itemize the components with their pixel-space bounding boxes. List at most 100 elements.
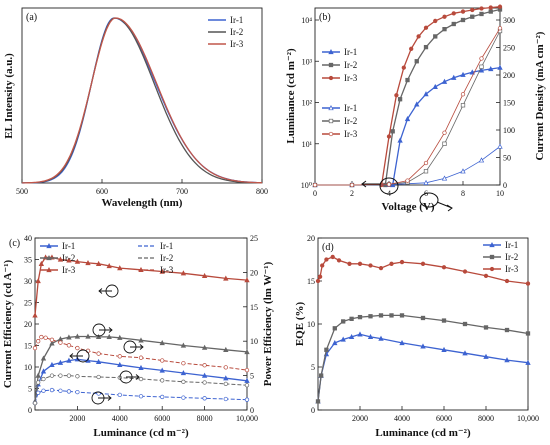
panel-c-pe-point-Ir-3 bbox=[160, 358, 165, 363]
panel-d-legend-Ir-1-label: Ir-1 bbox=[505, 240, 518, 250]
panel-b-luminance-point-Ir-3 bbox=[409, 46, 414, 51]
panel-b-ytick-right-label: 300 bbox=[503, 16, 515, 25]
panel-c-ce-point-Ir-1 bbox=[223, 375, 229, 381]
panel-b-current-point-Ir-3 bbox=[386, 182, 392, 187]
panel-b-luminance-point-Ir-3 bbox=[416, 34, 421, 39]
panel-c-pe-point-Ir-1 bbox=[244, 397, 250, 402]
panel-d-ytick-label: 10 bbox=[307, 320, 315, 329]
panel-b-luminance-point-Ir-3 bbox=[423, 25, 429, 30]
panel-b-label: (b) bbox=[319, 12, 331, 23]
panel-d-point-Ir-2 bbox=[389, 313, 394, 318]
panel-b-current-point-Ir-1 bbox=[478, 157, 485, 163]
panel-c-pe-point-Ir-3 bbox=[202, 363, 207, 368]
panel-c-ce-point-Ir-1 bbox=[66, 357, 72, 363]
panel-b-luminance-point-Ir-2 bbox=[442, 27, 447, 32]
panel-d-legend-Ir-1-marker bbox=[489, 242, 495, 248]
panel-c-legend-ce-Ir-2-label: Ir-2 bbox=[62, 253, 75, 263]
panel-c-pe-point-Ir-3 bbox=[49, 337, 55, 342]
panel-a-legend-Ir-3-label: Ir-3 bbox=[230, 39, 244, 49]
panel-d-point-Ir-2 bbox=[357, 314, 363, 320]
panel-d-xtick-label: 4000 bbox=[394, 414, 410, 423]
panel-b-luminance-point-Ir-3 bbox=[386, 134, 392, 139]
panel-c-pe-point-Ir-1 bbox=[41, 388, 46, 393]
panel-b-luminance-point-Ir-3 bbox=[460, 9, 466, 14]
panel-b-current-point-Ir-2 bbox=[423, 169, 429, 174]
panel-a-xtick-label: 500 bbox=[16, 187, 28, 196]
panel-d-label: (d) bbox=[322, 242, 334, 253]
panel-c-ytick-label: 20 bbox=[24, 320, 32, 329]
panel-c-ce-point-Ir-3 bbox=[244, 277, 250, 283]
panel-c-ce-point-Ir-3 bbox=[180, 270, 187, 276]
panel-b-luminance-point-Ir-3 bbox=[470, 7, 475, 13]
panel-b-xtick-label: 10 bbox=[496, 189, 504, 198]
panel-b-ytick-right-label: 150 bbox=[503, 99, 515, 108]
panel-c-pe-point-Ir-1 bbox=[181, 395, 186, 400]
panel-d-ytick-label: 20 bbox=[307, 234, 315, 243]
panel-c-ytick-right-label: 10 bbox=[250, 337, 258, 346]
panel-d-point-Ir-1 bbox=[441, 346, 447, 352]
panel-b-current-point-Ir-3 bbox=[405, 178, 410, 183]
panel-b-current-point-Ir-1 bbox=[423, 179, 429, 185]
panel-b-luminance-point-Ir-1 bbox=[488, 66, 494, 72]
panel-a-xtick-label: 800 bbox=[256, 187, 268, 196]
panel-c-xlabel: Luminance (cd m⁻²) bbox=[93, 427, 189, 439]
panel-b-ytick-right-label: 250 bbox=[503, 44, 515, 53]
panel-c-pe-point-Ir-3 bbox=[223, 365, 228, 370]
panel-d-point-Ir-3 bbox=[315, 278, 321, 284]
panel-d-point-Ir-1 bbox=[525, 359, 531, 365]
panel-c-ytick-right-label: 15 bbox=[250, 303, 258, 312]
panel-b-circle-annotation-luminance bbox=[379, 177, 399, 195]
panel-b-circle-annotation-current bbox=[419, 192, 439, 208]
panel-d-point-Ir-1 bbox=[367, 333, 374, 340]
panel-b-luminance-point-Ir-3 bbox=[401, 65, 406, 70]
panel-c-pe-point-Ir-3 bbox=[181, 361, 186, 366]
panel-c-ce-point-Ir-2 bbox=[106, 333, 112, 340]
panel-c-ylabel: Current Efficiency (cd A⁻¹) bbox=[2, 259, 14, 388]
panel-b-legend-cur-Ir-1-label: Ir-1 bbox=[344, 103, 357, 113]
panel-c-ce-point-Ir-2 bbox=[49, 340, 55, 346]
panel-b: (b) Voltage (V) Luminance (cd m⁻²) Curre… bbox=[285, 4, 546, 213]
panel-d-point-Ir-1 bbox=[504, 357, 510, 363]
panel-b-legend-cur-Ir-2-marker bbox=[328, 118, 334, 124]
panel-b-luminance-point-Ir-1 bbox=[441, 78, 448, 84]
panel-c-ce-point-Ir-1 bbox=[49, 361, 55, 367]
panel-c-pe-point-Ir-3 bbox=[39, 334, 44, 340]
panel-c-ytick-right-label: 5 bbox=[250, 372, 254, 381]
panel-c-xtick-label: 8000 bbox=[197, 414, 213, 423]
panel-c-arrow bbox=[126, 374, 140, 380]
panel-b-luminance-point-Ir-3 bbox=[451, 11, 456, 16]
panel-d-point-Ir-1 bbox=[420, 343, 426, 349]
panel-c-pe-Ir-2 bbox=[34, 375, 248, 404]
panel-c-ce-point-Ir-2 bbox=[138, 337, 144, 343]
panel-c-ce-point-Ir-3 bbox=[35, 278, 41, 284]
panel-a-legend-Ir-1-label: Ir-1 bbox=[230, 15, 243, 25]
panel-c-ce-point-Ir-2 bbox=[180, 342, 187, 348]
panel-c-ce-point-Ir-3 bbox=[106, 262, 112, 269]
panel-d-xtick-label: 2000 bbox=[352, 414, 368, 423]
panel-c-ytick-label: 35 bbox=[24, 256, 32, 265]
panel-c-pe-point-Ir-2 bbox=[138, 376, 144, 382]
panel-b-legend-lum-Ir-3-label: Ir-3 bbox=[344, 73, 358, 83]
panel-d: (d) Luminance (cd m⁻²) EQE (%) 2000 4000 6… bbox=[294, 234, 539, 439]
panel-d-xtick-label: 8000 bbox=[478, 414, 494, 423]
panel-b-luminance-point-Ir-1 bbox=[397, 137, 403, 143]
panel-b-current-point-Ir-1 bbox=[497, 143, 503, 149]
panel-b-luminance-point-Ir-1 bbox=[451, 74, 457, 80]
panel-d-xtick-label: 10,000 bbox=[517, 414, 539, 423]
panel-b-ytick-label: 10³ bbox=[302, 57, 313, 66]
panel-c-ce-point-Ir-1 bbox=[138, 364, 144, 371]
panel-c-ce-point-Ir-2 bbox=[244, 348, 250, 355]
panel-b-ylabel-right: Current Density (mA cm⁻²) bbox=[534, 31, 546, 160]
panel-a-xlabel: Wavelength (nm) bbox=[102, 197, 183, 209]
panel-c-legend-ce-Ir-3-label: Ir-3 bbox=[62, 265, 76, 275]
panel-c-xtick-label: 10,000 bbox=[236, 414, 258, 423]
panel-c-ytick-right-label: 20 bbox=[250, 268, 258, 277]
panel-c-ce-point-Ir-2 bbox=[74, 333, 81, 339]
panel-c-pe-point-Ir-1 bbox=[75, 389, 80, 395]
panel-b-legend-lum-Ir-2-marker bbox=[328, 62, 334, 68]
panel-d-xtick-label: 6000 bbox=[436, 414, 452, 423]
panel-a-legend-Ir-2-label: Ir-2 bbox=[230, 27, 243, 37]
panel-d-point-Ir-3 bbox=[330, 254, 335, 260]
panel-d-point-Ir-3 bbox=[368, 263, 373, 268]
